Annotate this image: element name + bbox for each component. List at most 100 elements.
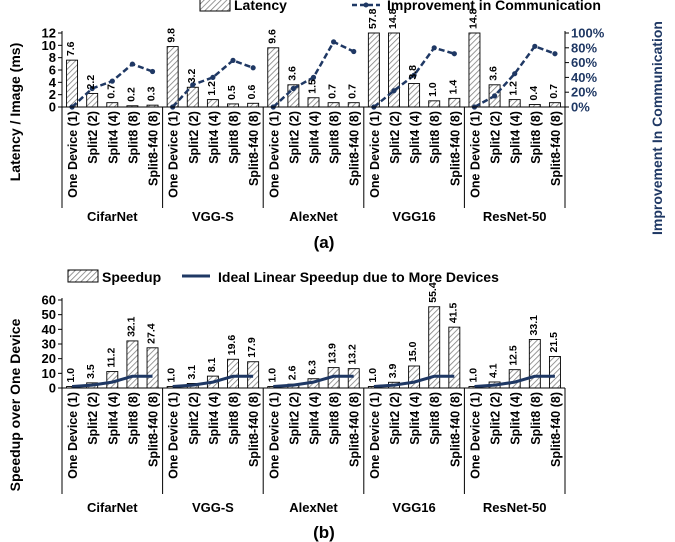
bar-cifarnet-1 bbox=[66, 59, 79, 108]
improvement-line-resnet-50 bbox=[473, 44, 556, 109]
category-label: Split8-f40 (8) bbox=[247, 111, 261, 186]
data-label: 2.6 bbox=[286, 365, 298, 380]
improvement-line-vgg16 bbox=[373, 46, 455, 108]
category-label: Split4 (4) bbox=[509, 392, 523, 445]
bar-alexnet-1 bbox=[267, 47, 280, 108]
improvement-point bbox=[149, 68, 156, 75]
category-label: Split8 (8) bbox=[126, 392, 140, 445]
legend-label-improvement: Improvement in Communication bbox=[387, 0, 601, 13]
data-label: 3.2 bbox=[186, 69, 198, 84]
group-label-cifarnet: CifarNet bbox=[87, 500, 138, 515]
improvement-lines bbox=[69, 39, 558, 110]
group-separators bbox=[61, 387, 566, 494]
legend-label-ideal: Ideal Linear Speedup due to More Devices bbox=[218, 269, 499, 285]
speedup-data-labels: 1.0 3.5 11.2 32.1 27.4 1.0 3.1 8.1 19.6 17.9 1.0 2.… bbox=[65, 282, 560, 382]
category-label: One Device (1) bbox=[468, 392, 482, 479]
category-label: Split4 (4) bbox=[106, 111, 120, 164]
speedup-legend: Speedup Ideal Linear Speedup due to More… bbox=[67, 269, 499, 285]
bar-resnet-50-3 bbox=[508, 369, 521, 389]
y-tick-label: 6 bbox=[49, 63, 56, 78]
y-tick-label: 50 bbox=[42, 307, 56, 322]
data-label: 3.6 bbox=[286, 66, 298, 81]
bar-resnet-50-1 bbox=[468, 32, 481, 108]
data-label: 15.0 bbox=[407, 341, 419, 362]
category-label: Split2 (2) bbox=[388, 392, 402, 445]
group-label-vgg16: VGG16 bbox=[392, 500, 435, 515]
improvement-line-alexnet bbox=[272, 40, 355, 108]
data-label: 1.0 bbox=[166, 368, 178, 383]
improvement-point bbox=[391, 88, 397, 94]
data-label: 55.4 bbox=[427, 282, 439, 303]
y-tick-label: 8 bbox=[49, 50, 56, 65]
bar-vgg-s-4 bbox=[227, 358, 239, 389]
data-label: 41.5 bbox=[447, 303, 459, 324]
category-label: Split8-f40 (8) bbox=[348, 392, 362, 467]
category-label: One Device (1) bbox=[167, 392, 181, 479]
improvement-point bbox=[109, 78, 115, 84]
category-label: Split8 (8) bbox=[328, 392, 342, 445]
improvement-point bbox=[89, 85, 95, 92]
category-label: One Device (1) bbox=[368, 392, 382, 479]
improvement-point bbox=[532, 43, 538, 49]
y2-tick-label: 60% bbox=[571, 55, 597, 70]
data-label: 21.5 bbox=[548, 332, 560, 353]
bar-vgg-s-1 bbox=[166, 46, 179, 108]
category-label: Split4 (4) bbox=[207, 111, 221, 164]
improvement-point bbox=[230, 57, 236, 63]
data-label: 57.8 bbox=[367, 8, 379, 29]
category-label: Split8-f40 (8) bbox=[448, 392, 462, 467]
category-label: One Device (1) bbox=[66, 392, 80, 479]
data-label: 1.0 bbox=[266, 368, 278, 383]
y-tick-label: 10 bbox=[42, 38, 56, 53]
improvement-point bbox=[190, 82, 196, 88]
data-label: 33.1 bbox=[528, 315, 540, 336]
category-label: Split2 (2) bbox=[388, 111, 402, 164]
data-label: 7.6 bbox=[65, 41, 77, 56]
data-label: 13.9 bbox=[327, 343, 339, 364]
legend-swatch-speedup bbox=[67, 269, 99, 283]
data-label: 0.4 bbox=[528, 86, 540, 101]
bar-vgg16-5 bbox=[448, 97, 461, 108]
data-label: 1.5 bbox=[307, 79, 319, 94]
y-tick-label: 2 bbox=[49, 87, 56, 102]
data-label: 17.9 bbox=[246, 337, 258, 358]
bar-resnet-50-5 bbox=[548, 356, 561, 389]
data-label: 1.0 bbox=[367, 368, 379, 383]
ideal-speedup-lines bbox=[71, 374, 555, 388]
bar-vgg16-3 bbox=[408, 83, 421, 108]
bar-vgg16-3 bbox=[408, 365, 421, 389]
category-label: One Device (1) bbox=[267, 111, 281, 198]
group-label-cifarnet: CifarNet bbox=[87, 209, 138, 224]
category-label: Split4 (4) bbox=[106, 392, 120, 445]
bar-resnet-50-3 bbox=[508, 99, 521, 108]
category-label: Split4 (4) bbox=[308, 392, 322, 445]
bar-vgg-s-5 bbox=[247, 102, 260, 108]
improvement-point bbox=[310, 74, 317, 80]
category-label: One Device (1) bbox=[368, 111, 382, 198]
improvement-point bbox=[331, 39, 337, 45]
data-label: 0.7 bbox=[327, 84, 339, 99]
y-tick-label: 20 bbox=[42, 351, 56, 366]
y2-axis-ticks: 0%20%40%60%80%100% bbox=[564, 26, 605, 115]
y-axis-label: Latency / Image (ms) bbox=[7, 43, 23, 182]
category-label: Split4 (4) bbox=[308, 111, 322, 164]
data-label: 3.9 bbox=[387, 364, 399, 379]
data-label: 6.3 bbox=[307, 360, 319, 375]
legend-label-speedup: Speedup bbox=[102, 269, 161, 285]
y2-tick-label: 80% bbox=[571, 40, 597, 55]
improvement-point bbox=[351, 48, 357, 55]
data-label: 0.5 bbox=[226, 85, 238, 100]
bar-alexnet-4 bbox=[327, 102, 340, 108]
data-label: 27.4 bbox=[146, 323, 158, 344]
improvement-point bbox=[491, 93, 498, 99]
bar-cifarnet-2 bbox=[86, 92, 99, 108]
category-label: Split8 (8) bbox=[428, 392, 442, 445]
group-label-vgg-s: VGG-S bbox=[192, 209, 234, 224]
category-label: Split8 (8) bbox=[529, 111, 543, 164]
latency-chart: Latency Improvement in Communication Lat… bbox=[7, 0, 665, 252]
group-label-resnet-50: ResNet-50 bbox=[483, 500, 547, 515]
subfigure-label-a: (a) bbox=[314, 233, 335, 252]
group-labels: CifarNet VGG-S AlexNet VGG16 ResNet-50 bbox=[87, 500, 546, 515]
category-label: Split2 (2) bbox=[187, 111, 201, 164]
